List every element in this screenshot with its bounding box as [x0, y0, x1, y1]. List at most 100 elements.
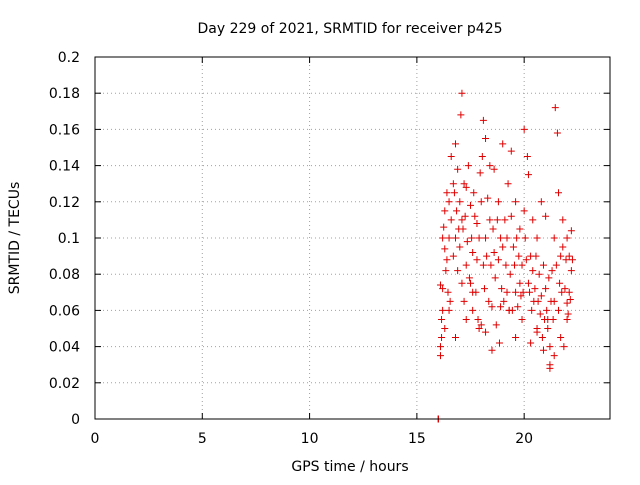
data-point	[562, 256, 570, 264]
data-point	[563, 299, 571, 307]
data-point	[488, 346, 496, 354]
data-point	[446, 297, 454, 305]
data-point	[445, 234, 453, 242]
data-point	[519, 288, 527, 296]
data-point	[470, 189, 478, 197]
data-point	[460, 297, 468, 305]
data-point	[436, 343, 444, 351]
data-point	[464, 162, 472, 170]
data-point	[441, 245, 449, 253]
data-point	[486, 216, 494, 224]
data-point	[542, 285, 550, 293]
data-point	[452, 334, 459, 342]
data-point	[548, 267, 556, 275]
plot-frame	[94, 56, 611, 420]
data-point	[526, 288, 534, 296]
data-point	[436, 352, 444, 360]
grid-lines	[95, 57, 610, 419]
data-point	[497, 303, 505, 311]
data-point	[503, 288, 511, 296]
data-point	[524, 279, 532, 287]
data-point	[509, 243, 517, 251]
data-point	[438, 334, 446, 342]
data-point	[527, 339, 535, 347]
data-point	[463, 238, 471, 246]
data-point	[529, 216, 537, 224]
data-point	[507, 212, 515, 220]
data-point	[512, 334, 520, 342]
data-point	[447, 216, 455, 224]
data-point	[537, 292, 545, 300]
data-point	[453, 207, 461, 215]
data-point	[528, 306, 536, 314]
data-point	[454, 165, 462, 173]
data-point	[482, 234, 490, 242]
data-point	[524, 171, 532, 179]
x-axis-label: GPS time / hours	[291, 459, 408, 475]
data-point	[467, 279, 475, 287]
data-point	[441, 207, 449, 215]
data-point	[491, 274, 499, 282]
data-point	[567, 267, 575, 275]
data-point	[456, 198, 464, 206]
data-point	[518, 315, 526, 323]
data-point	[483, 252, 491, 260]
data-point	[482, 134, 490, 142]
data-point	[499, 140, 507, 148]
data-point	[522, 256, 530, 264]
data-point	[478, 153, 486, 161]
data-point	[457, 111, 465, 119]
data-point	[473, 256, 481, 264]
data-point	[564, 310, 572, 318]
y-tick-label: 0.12	[49, 195, 80, 211]
data-point	[505, 306, 513, 314]
data-point	[449, 252, 457, 260]
data-point	[479, 261, 487, 269]
data-point	[516, 225, 524, 233]
data-point	[560, 343, 568, 351]
data-point	[439, 285, 447, 293]
data-point	[468, 234, 476, 242]
y-tick-label: 0.14	[49, 159, 80, 175]
data-point	[460, 180, 468, 188]
data-point	[454, 267, 462, 275]
data-point	[500, 297, 508, 305]
data-point	[502, 261, 510, 269]
data-point	[438, 315, 446, 323]
data-point	[452, 234, 459, 242]
data-point	[557, 334, 565, 342]
data-point	[551, 104, 559, 112]
data-point	[465, 274, 473, 282]
data-point	[513, 234, 521, 242]
data-point	[504, 180, 512, 188]
data-point	[535, 270, 543, 278]
data-point	[461, 212, 469, 220]
data-point	[462, 183, 470, 191]
y-tick-label: 0.18	[49, 86, 80, 102]
data-point	[469, 306, 477, 314]
data-point	[531, 285, 539, 293]
x-tick-label: 5	[198, 431, 207, 447]
data-point	[449, 180, 457, 188]
data-point	[550, 352, 558, 360]
data-point	[563, 234, 571, 242]
data-point	[539, 346, 547, 354]
data-point	[459, 225, 467, 233]
y-tick-label: 0.16	[49, 122, 80, 138]
data-point	[546, 364, 554, 372]
y-tick-label: 0.04	[49, 340, 80, 356]
y-tick-label: 0.1	[58, 231, 80, 247]
data-point	[480, 285, 488, 293]
data-point	[488, 303, 496, 311]
data-point	[567, 227, 575, 235]
data-point	[555, 189, 562, 197]
data-point	[512, 198, 520, 206]
data-point	[497, 234, 505, 242]
data-point	[487, 261, 495, 269]
data-point	[473, 220, 481, 228]
data-point	[533, 234, 541, 242]
data-point	[523, 153, 531, 161]
x-tick-label: 10	[301, 431, 319, 447]
data-point	[507, 147, 515, 155]
